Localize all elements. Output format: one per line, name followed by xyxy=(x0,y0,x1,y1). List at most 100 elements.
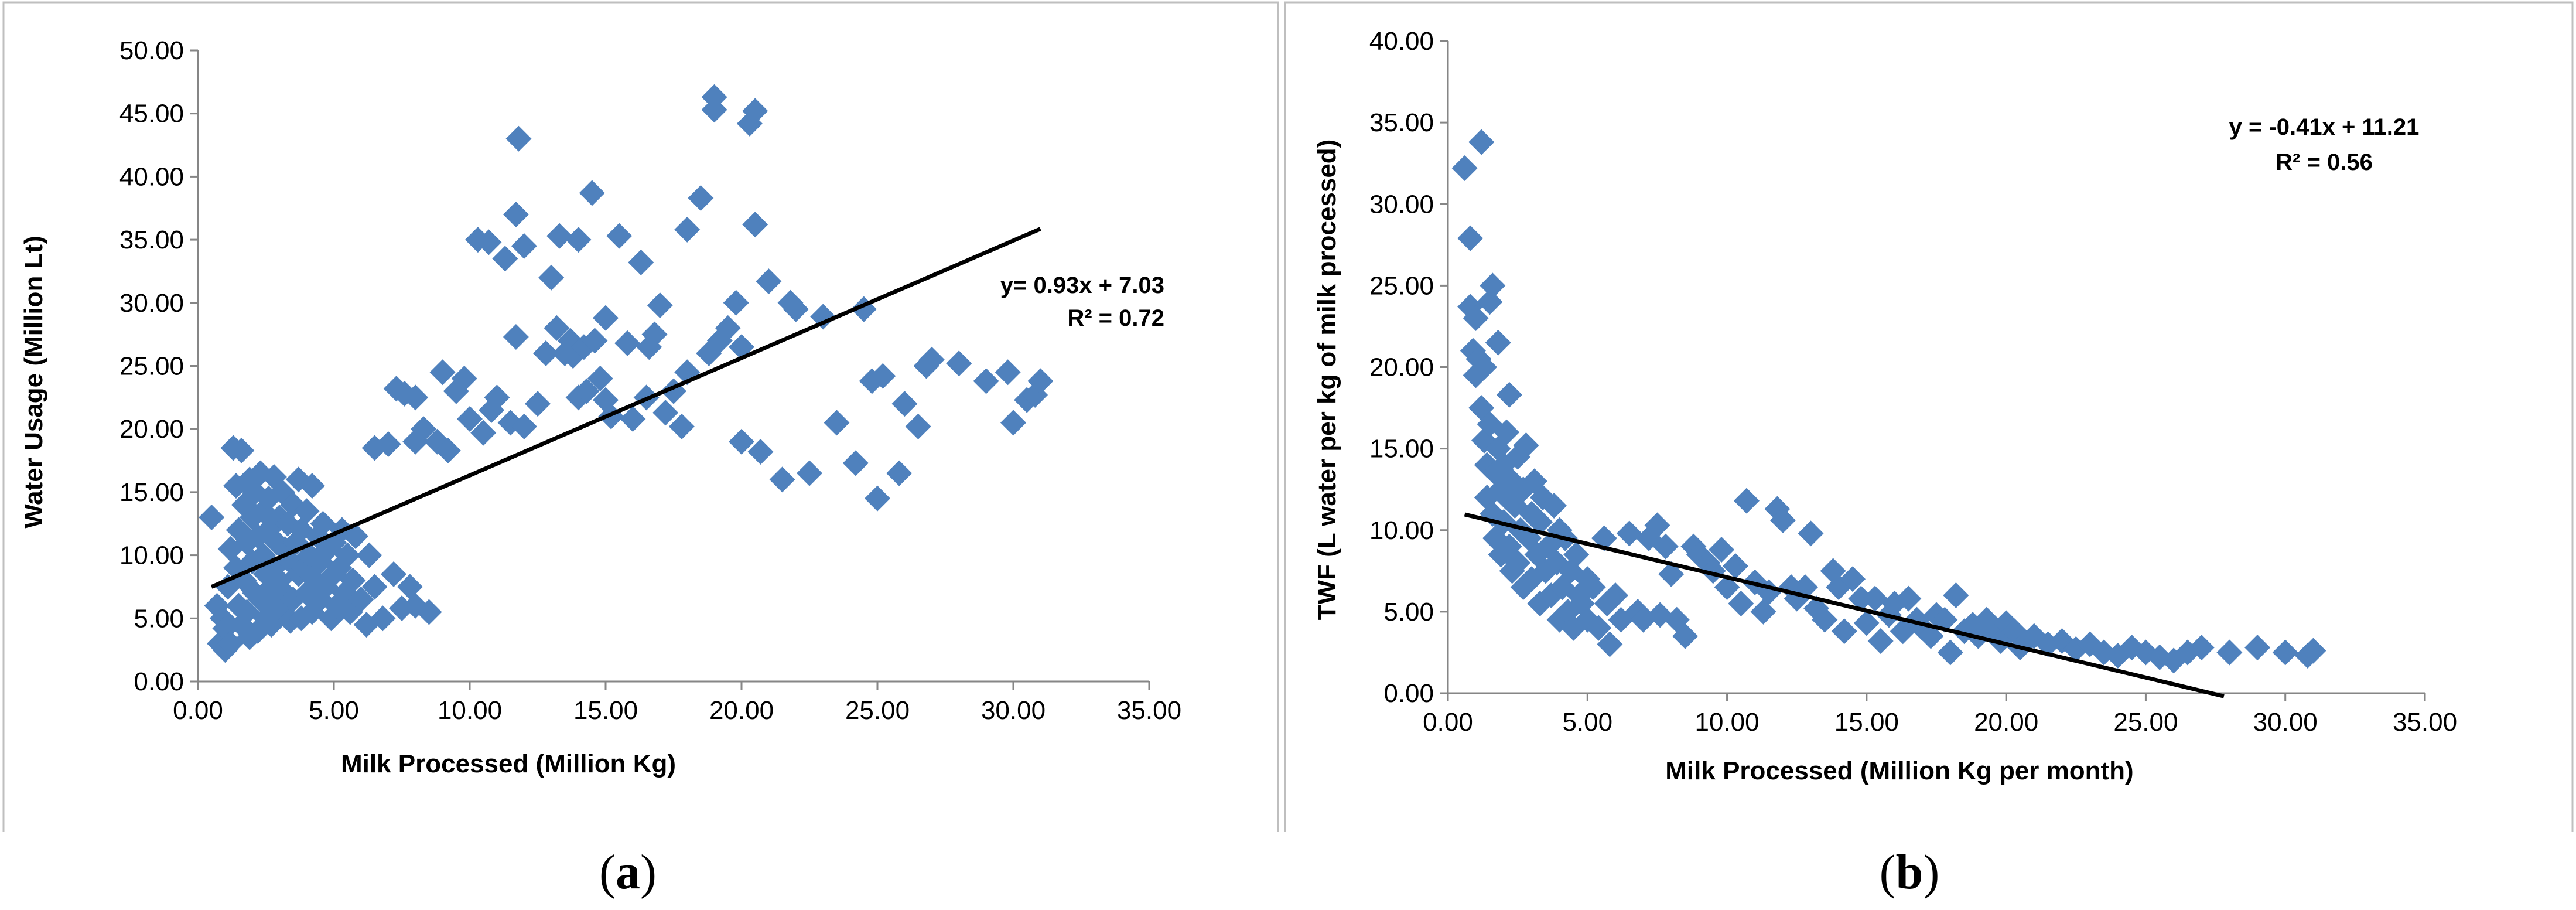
data-point xyxy=(1480,272,1506,299)
y-tick-label: 30.00 xyxy=(1369,190,1434,219)
data-point xyxy=(1769,507,1796,534)
y-tick-label: 0.00 xyxy=(1383,679,1434,708)
data-point xyxy=(1502,493,1528,519)
y-tick-label: 45.00 xyxy=(119,100,184,128)
data-point xyxy=(870,363,896,389)
x-axis-label: Milk Processed (Million Kg) xyxy=(341,749,676,778)
panel-a: 0.00 5.00 10.00 15.00 20.00 25.00 30.00 35.00 40… xyxy=(0,0,1283,910)
data-point xyxy=(1457,225,1484,251)
x-tick-label: 0.00 xyxy=(1423,708,1473,737)
trendline xyxy=(210,227,1041,589)
data-point xyxy=(810,304,836,330)
data-point xyxy=(1594,590,1620,616)
data-point xyxy=(614,330,641,356)
y-tick-label: 25.00 xyxy=(119,352,184,381)
data-point xyxy=(1527,509,1553,535)
data-point xyxy=(1904,606,1930,633)
data-point xyxy=(2244,635,2271,661)
data-point xyxy=(1658,561,1685,587)
data-point xyxy=(334,542,361,568)
data-point xyxy=(1510,476,1536,503)
data-point xyxy=(1862,585,1888,612)
data-point xyxy=(769,466,795,493)
data-point xyxy=(2133,639,2159,666)
data-point xyxy=(1652,533,1679,560)
x-tick-label: 30.00 xyxy=(2253,708,2318,737)
data-point xyxy=(228,437,255,463)
data-point xyxy=(1647,602,1673,628)
data-point xyxy=(1505,550,1531,576)
data-point xyxy=(1477,411,1503,437)
data-point xyxy=(742,212,768,238)
data-point xyxy=(842,450,869,476)
data-point xyxy=(579,180,605,206)
data-point xyxy=(1494,485,1520,511)
data-point xyxy=(397,574,423,600)
data-point xyxy=(1569,590,1595,616)
data-point xyxy=(1867,628,1894,654)
panel-b: 0.00 5.00 10.00 15.00 20.00 25.00 30.00 35.00 40… xyxy=(1283,0,2576,910)
trendline-equation: y = -0.41x + 11.21 xyxy=(2229,114,2420,140)
y-tick-label: 20.00 xyxy=(1369,353,1434,382)
data-point xyxy=(1700,558,1726,584)
y-tick-label: 5.00 xyxy=(134,604,184,633)
data-point xyxy=(565,227,592,253)
data-point xyxy=(340,567,366,594)
x-tick-label: 15.00 xyxy=(573,696,638,725)
data-point xyxy=(375,431,401,458)
data-point xyxy=(546,223,573,249)
data-point xyxy=(1644,512,1670,538)
y-tick-label: 15.00 xyxy=(1369,435,1434,463)
data-point xyxy=(1027,368,1054,394)
data-point xyxy=(525,391,551,417)
data-point xyxy=(1000,410,1026,436)
data-point xyxy=(1709,537,1735,563)
data-point xyxy=(747,438,774,465)
scatter-chart-a: 0.00 5.00 10.00 15.00 20.00 25.00 30.00 35.00 40… xyxy=(2,1,1279,832)
data-point xyxy=(511,413,537,439)
y-tick-label: 35.00 xyxy=(119,226,184,254)
data-point xyxy=(824,410,850,436)
data-point xyxy=(538,264,565,291)
data-point xyxy=(1602,582,1628,609)
y-axis-label: TWF (L water per kg of milk processed) xyxy=(1313,139,1341,621)
data-point xyxy=(356,542,382,568)
data-point xyxy=(1890,618,1916,645)
r-squared-label: R² = 0.72 xyxy=(1067,305,1164,331)
y-tick-label: 30.00 xyxy=(119,289,184,318)
data-point xyxy=(946,350,972,377)
data-point xyxy=(280,586,306,612)
data-point xyxy=(1485,329,1511,356)
y-tick-label: 10.00 xyxy=(119,541,184,570)
data-point xyxy=(1463,305,1489,332)
data-point xyxy=(2147,644,2173,670)
data-point xyxy=(1853,610,1880,636)
data-point xyxy=(1728,590,1754,616)
data-point xyxy=(492,246,518,272)
data-point xyxy=(1532,558,1559,584)
data-point xyxy=(1750,598,1776,625)
x-tick-label: 25.00 xyxy=(2113,708,2178,737)
data-point xyxy=(1451,155,1478,182)
data-point xyxy=(905,413,931,439)
y-tick-label: 5.00 xyxy=(1383,598,1434,626)
data-point xyxy=(1513,432,1539,459)
data-point xyxy=(1524,541,1550,568)
data-point xyxy=(1563,541,1590,568)
data-point xyxy=(1580,574,1606,601)
data-point xyxy=(470,420,497,446)
data-point xyxy=(641,321,668,347)
data-point xyxy=(1586,615,1612,641)
data-point xyxy=(606,223,633,249)
data-point xyxy=(1630,606,1656,633)
data-point xyxy=(973,368,999,394)
data-point xyxy=(1477,289,1503,315)
x-tick-label: 5.00 xyxy=(1562,708,1612,737)
data-point xyxy=(381,561,407,587)
data-point xyxy=(1616,520,1642,547)
data-point xyxy=(476,229,502,255)
data-point xyxy=(652,400,679,426)
y-tick-label: 35.00 xyxy=(1369,108,1434,137)
data-point xyxy=(2300,638,2326,664)
x-tick-label: 10.00 xyxy=(438,696,502,725)
